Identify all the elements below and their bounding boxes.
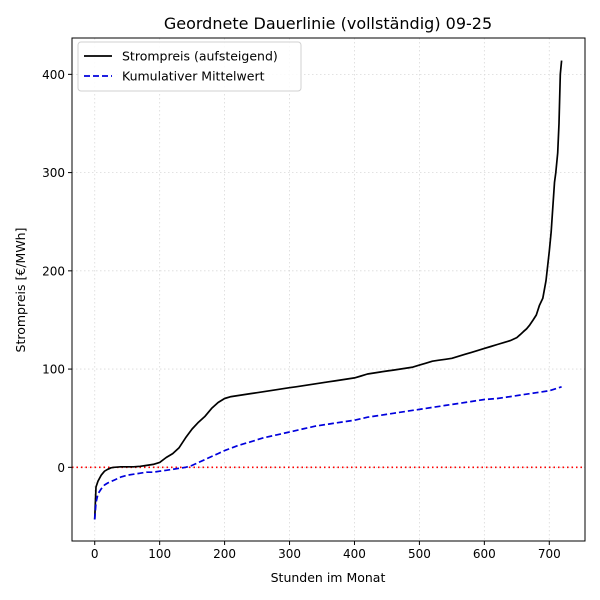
legend-label-mean: Kumulativer Mittelwert xyxy=(122,69,265,84)
y-tick-label: 400 xyxy=(42,68,65,82)
tick-layer: 0 100 200 300 400 500 600 700 0 100 200 300 400 xyxy=(42,68,561,561)
legend-box xyxy=(77,41,302,92)
x-tick-label: 100 xyxy=(148,547,171,561)
x-tick-label: 400 xyxy=(343,547,366,561)
y-tick-label: 300 xyxy=(42,166,65,180)
x-axis-label: Stunden im Monat xyxy=(271,570,386,585)
legend-label-price: Strompreis (aufsteigend) xyxy=(122,49,278,64)
y-tick-label: 100 xyxy=(42,363,65,377)
y-axis-label: Strompreis [€/MWh] xyxy=(13,228,28,353)
x-tick-label: 0 xyxy=(91,547,99,561)
legend: Strompreis (aufsteigend) Kumulativer Mit… xyxy=(77,41,302,92)
y-tick-label: 200 xyxy=(42,264,65,278)
plot-frame xyxy=(71,37,586,542)
series-layer xyxy=(93,60,563,520)
x-tick-label: 500 xyxy=(408,547,431,561)
x-tick-label: 700 xyxy=(538,547,561,561)
series-line-cumulative-mean xyxy=(93,385,562,520)
x-tick-label: 200 xyxy=(213,547,236,561)
series-line-price-ascending xyxy=(93,60,563,520)
x-tick-label: 300 xyxy=(278,547,301,561)
chart-title: Geordnete Dauerlinie (vollständig) 09-25 xyxy=(164,14,492,33)
x-tick-label: 600 xyxy=(473,547,496,561)
y-tick-label: 0 xyxy=(57,461,65,475)
